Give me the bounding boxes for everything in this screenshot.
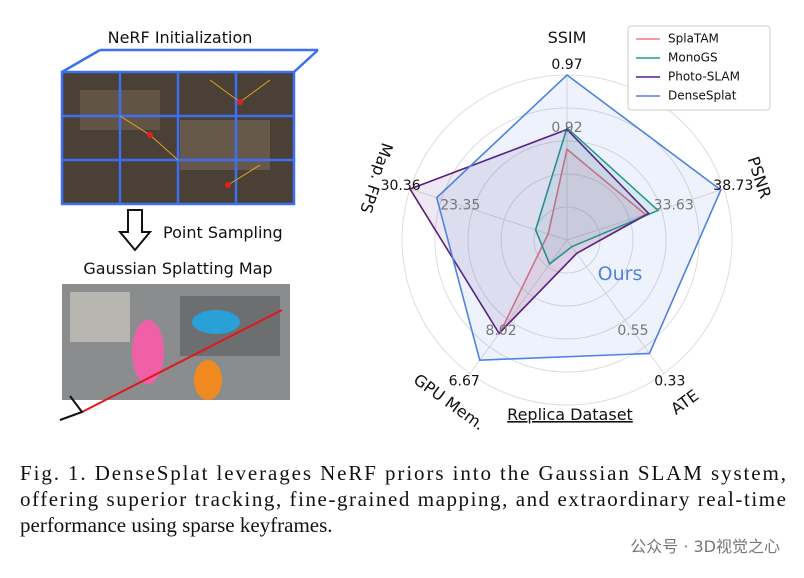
axis-max-label: 0.33 xyxy=(654,373,685,389)
annotation: Ours xyxy=(598,263,643,285)
axis-max-label: 6.67 xyxy=(449,373,480,389)
nerf-illustration xyxy=(59,48,319,421)
camera-icon xyxy=(59,395,84,421)
legend-label: MonoGS xyxy=(668,51,718,65)
series-area xyxy=(435,73,722,361)
rays xyxy=(119,79,271,186)
legend-label: DenseSplat xyxy=(668,89,737,103)
down-arrow xyxy=(117,209,153,252)
axis-mid-label: 23.35 xyxy=(440,197,480,213)
nerf-title: NeRF Initialization xyxy=(108,28,253,47)
caption-line: offering superior tracking, fine-grained… xyxy=(20,487,786,511)
watermark: 公众号 · 3D视觉之心 xyxy=(630,537,780,556)
axis-name: SSIM xyxy=(548,28,587,47)
legend-label: SplaTAM xyxy=(668,32,719,46)
caption-line: Fig. 1. DenseSplat leverages NeRF priors… xyxy=(20,461,786,485)
chart-xlabel: Replica Dataset xyxy=(507,405,633,424)
caption-line: performance using sparse keyframes. xyxy=(20,513,333,537)
sample-point xyxy=(237,99,243,105)
axis-max-label: 30.36 xyxy=(381,178,421,194)
ray xyxy=(81,309,283,413)
axis-mid-label: 0.55 xyxy=(617,323,648,339)
axis-spoke xyxy=(566,239,665,374)
room xyxy=(70,292,130,342)
axis-max-label: 0.97 xyxy=(551,57,582,73)
axis-mid-label: 33.63 xyxy=(654,197,694,213)
series-area xyxy=(408,128,650,335)
axis-mid-label: 0.92 xyxy=(551,120,582,136)
sample-point xyxy=(147,132,153,138)
texture xyxy=(180,120,270,170)
blue-gaussian xyxy=(192,310,240,334)
arrow-label: Point Sampling xyxy=(163,223,283,242)
legend-label: Photo-SLAM xyxy=(668,70,740,84)
axis-mid-label: 8.02 xyxy=(485,323,516,339)
sample-point xyxy=(225,182,231,188)
series-area xyxy=(534,126,660,266)
radar-chart: SSIM0.970.92PSNR38.7333.63ATE0.330.55GPU… xyxy=(356,25,775,434)
orange-gaussian xyxy=(194,360,222,400)
pink-gaussian xyxy=(132,320,164,384)
legend-box xyxy=(627,25,771,111)
splat-title: Gaussian Splatting Map xyxy=(83,259,272,278)
axis-max-label: 38.73 xyxy=(713,178,753,194)
